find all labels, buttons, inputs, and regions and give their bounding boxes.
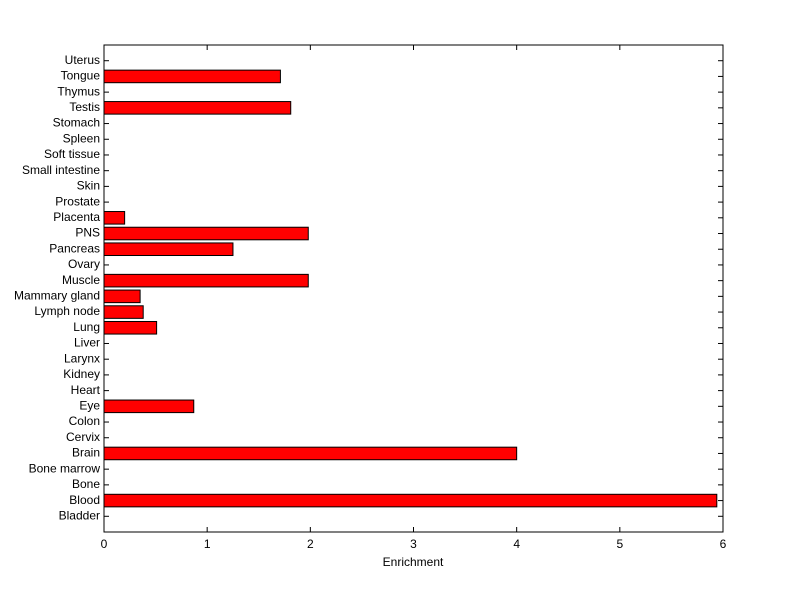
y-tick-label: Testis bbox=[69, 100, 100, 114]
bar bbox=[103, 320, 158, 335]
x-tick-label: 4 bbox=[513, 537, 520, 551]
y-tick-label: Eye bbox=[79, 398, 100, 412]
y-tick-label: Ovary bbox=[68, 257, 100, 271]
y-tick-label: Mammary gland bbox=[14, 289, 100, 303]
bar bbox=[103, 446, 518, 461]
bar bbox=[103, 69, 281, 84]
y-tick-label: Heart bbox=[71, 383, 101, 397]
bar bbox=[103, 289, 141, 304]
y-tick-label: Thymus bbox=[57, 84, 100, 98]
y-tick-label: Skin bbox=[77, 179, 100, 193]
bar bbox=[103, 101, 292, 115]
y-tick-label: Stomach bbox=[53, 116, 100, 130]
x-tick-label: 3 bbox=[410, 537, 417, 551]
y-tick-label: Lung bbox=[73, 320, 100, 334]
x-tick-label: 2 bbox=[307, 537, 314, 551]
y-tick-label: Spleen bbox=[63, 131, 100, 145]
y-tick-label: PNS bbox=[75, 226, 100, 240]
x-axis-label: Enrichment bbox=[383, 555, 444, 569]
bar bbox=[103, 226, 309, 241]
y-tick-label: Small intestine bbox=[22, 163, 100, 177]
y-tick-label: Colon bbox=[69, 414, 100, 428]
x-tick-label: 6 bbox=[720, 537, 727, 551]
bar bbox=[103, 242, 234, 257]
y-tick-label: Blood bbox=[69, 493, 100, 507]
y-tick-label: Bladder bbox=[59, 508, 100, 522]
y-tick-label: Uterus bbox=[65, 53, 100, 67]
y-tick-label: Pancreas bbox=[49, 241, 100, 255]
bar bbox=[103, 493, 718, 508]
y-tick-label: Larynx bbox=[64, 351, 100, 365]
bar bbox=[103, 273, 309, 288]
bar bbox=[103, 211, 126, 225]
y-tick-label: Lymph node bbox=[34, 304, 100, 318]
y-tick-label: Kidney bbox=[63, 367, 100, 381]
y-tick-label: Cervix bbox=[66, 430, 100, 444]
y-tick-label: Bone bbox=[72, 477, 100, 491]
y-tick-label: Tongue bbox=[61, 69, 101, 83]
y-tick-label: Placenta bbox=[53, 210, 100, 224]
x-tick-label: 1 bbox=[204, 537, 211, 551]
y-tick-label: Prostate bbox=[55, 194, 100, 208]
y-tick-label: Soft tissue bbox=[44, 147, 100, 161]
bar bbox=[103, 399, 195, 414]
bar bbox=[103, 305, 144, 319]
y-tick-label: Brain bbox=[72, 446, 100, 460]
y-tick-label: Liver bbox=[74, 336, 100, 350]
y-tick-label: Muscle bbox=[62, 273, 100, 287]
x-tick-label: 5 bbox=[616, 537, 623, 551]
y-tick-label: Bone marrow bbox=[29, 461, 101, 475]
x-tick-label: 0 bbox=[101, 537, 108, 551]
